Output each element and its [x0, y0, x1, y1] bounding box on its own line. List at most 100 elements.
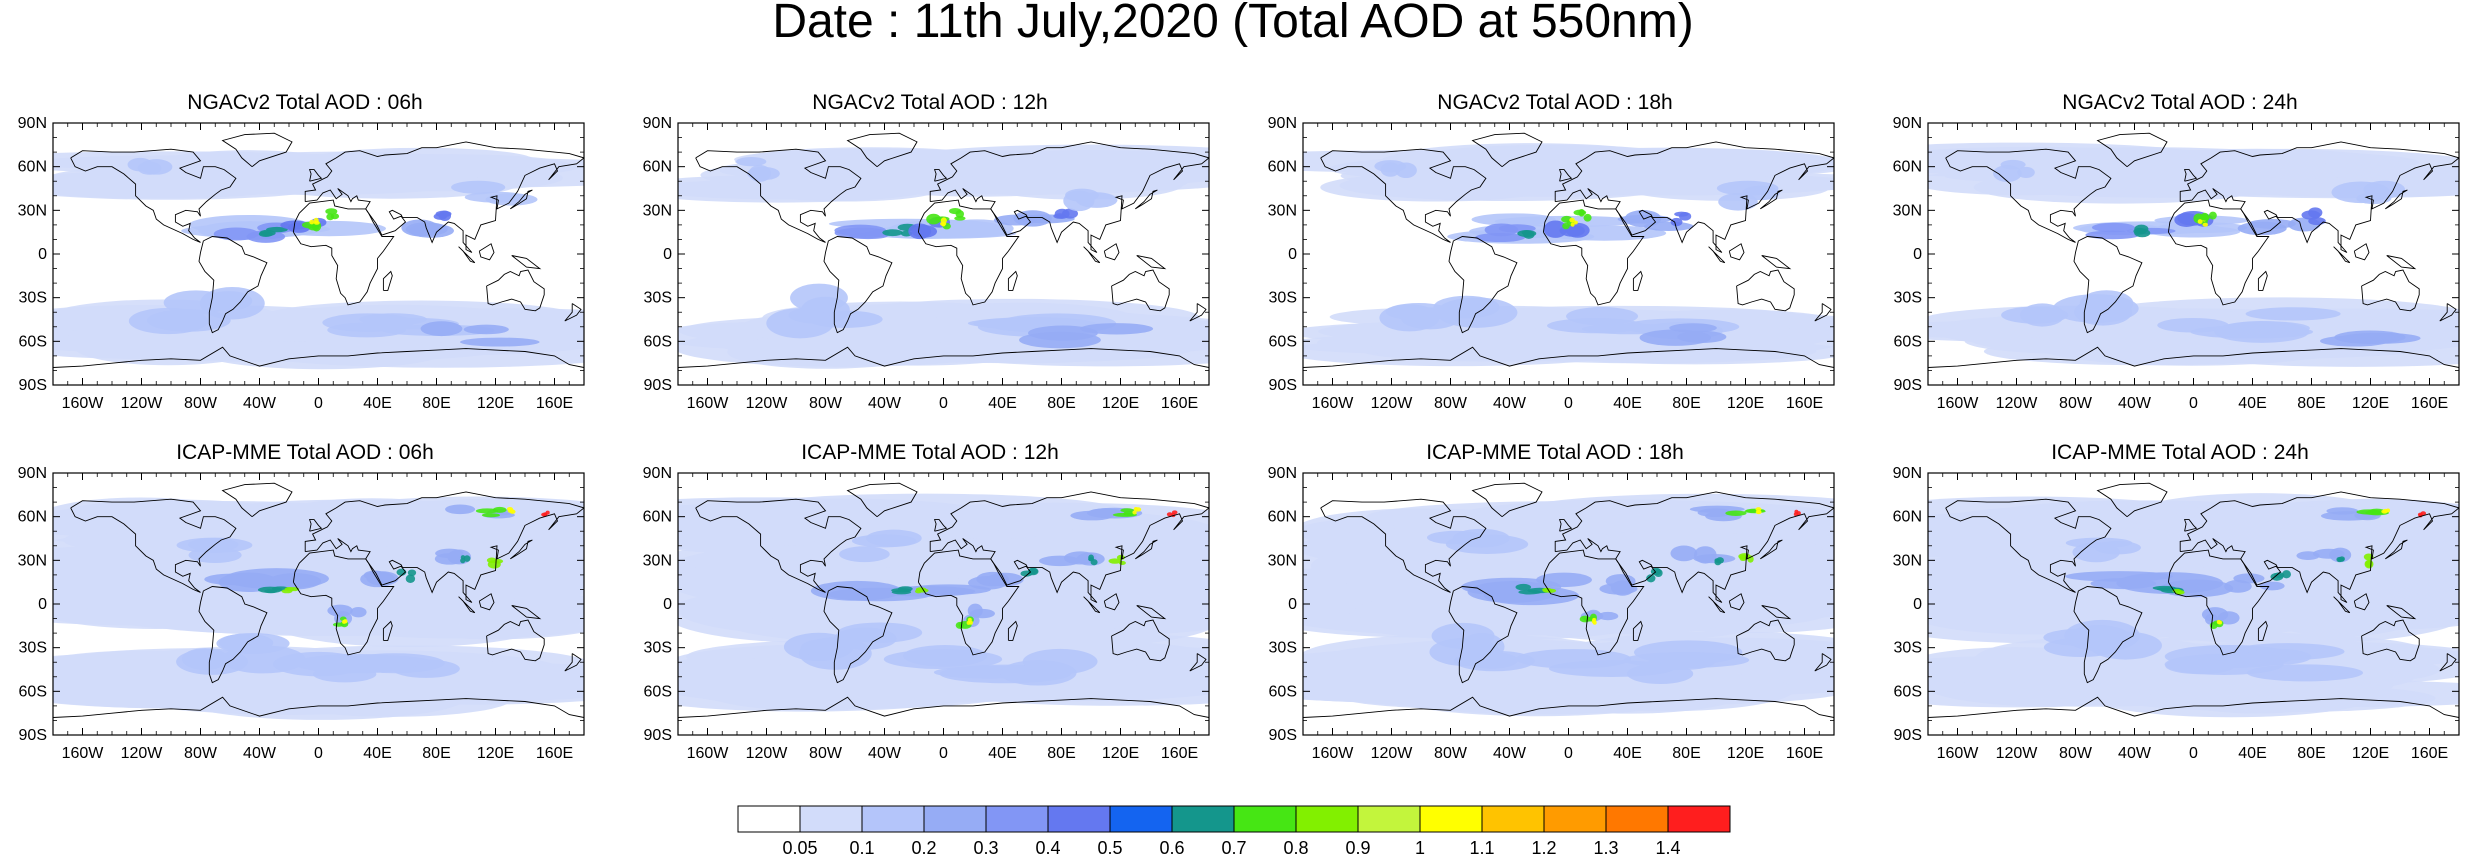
aod-patch [2233, 573, 2265, 584]
aod-patch [1166, 512, 1173, 517]
aod-patch [2157, 317, 2229, 333]
aod-patch [766, 308, 834, 339]
colorbar-label: 0.9 [1345, 838, 1370, 858]
lon-tick-label: 120W [1371, 395, 1414, 412]
aod-patch [1597, 611, 1619, 621]
coastline [929, 491, 1209, 603]
coastline [1554, 141, 1834, 253]
coastline [221, 132, 293, 168]
lon-tick-label: 0 [1564, 745, 1573, 762]
aod-patch [1465, 652, 1518, 669]
aod-patch [2339, 332, 2421, 344]
map-panel: NGACv2 Total AOD : 12h 90N 60N 30N 0 30S 60S 90… [630, 91, 1230, 425]
coastline [292, 199, 395, 306]
coastline [1708, 596, 1726, 614]
coastline [308, 169, 323, 182]
coastline [1448, 586, 1518, 684]
coastline [304, 491, 584, 603]
aod-patch [188, 547, 242, 563]
coastline [1736, 269, 1795, 312]
aod-patch [2282, 570, 2291, 579]
lat-tick-label: 0 [38, 246, 47, 263]
lon-tick-label: 40W [1493, 745, 1527, 762]
lon-tick-label: 160E [1161, 395, 1198, 412]
aod-patch [463, 555, 471, 562]
lat-tick-label: 30S [644, 640, 672, 657]
aod-patch [982, 169, 1184, 200]
coastline [478, 593, 495, 611]
aod-patch [736, 156, 767, 167]
coastline [2179, 491, 2459, 603]
aod-patch [2064, 619, 2140, 652]
coastline [2183, 169, 2198, 182]
lon-tick-label: 0 [939, 395, 948, 412]
lat-tick-label: 90S [1269, 727, 1297, 744]
aod-patch [969, 608, 995, 619]
lat-tick-label: 0 [38, 596, 47, 613]
lon-tick-label: 80W [184, 395, 218, 412]
map-plot: 90N 60N 30N 0 30S 60S 90S 160W 120W 80W 40W 0 40E 80E… [1893, 465, 2460, 762]
colorbar-label: 0.6 [1159, 838, 1184, 858]
aod-patch [204, 573, 261, 586]
aod-patch [834, 224, 887, 237]
aod-patch [908, 223, 932, 240]
colorbar-box [923, 805, 987, 833]
coastline [486, 619, 545, 662]
lon-tick-label: 120E [477, 395, 514, 412]
aod-patch [341, 619, 346, 624]
aod-patch [405, 574, 416, 583]
aod-patch [1570, 222, 1575, 227]
colorbar-box [1233, 805, 1297, 833]
aod-patch [326, 213, 335, 221]
aod-patch [2248, 218, 2296, 229]
coastline [510, 189, 533, 210]
coastline [1471, 482, 1543, 518]
colorbar-box [737, 805, 801, 833]
coastline [1558, 169, 1573, 182]
aod-patch [1716, 557, 1724, 564]
aod-patch [1569, 217, 1575, 223]
coastline [846, 482, 918, 518]
aod-patch [1547, 318, 1645, 334]
lon-tick-label: 120W [1996, 395, 2039, 412]
lon-tick-label: 40W [868, 745, 902, 762]
aod-patch [463, 324, 509, 335]
coastline [933, 519, 948, 532]
lon-tick-label: 160E [2411, 745, 2448, 762]
lat-tick-label: 0 [663, 596, 672, 613]
lon-tick-label: 120E [1102, 745, 1139, 762]
coastline [2385, 189, 2408, 210]
lat-tick-label: 60S [644, 683, 672, 700]
aod-patch [1019, 331, 1101, 349]
coastline [1111, 269, 1170, 312]
coastline [2183, 519, 2198, 532]
lat-tick-label: 30S [644, 290, 672, 307]
map-plot: 90N 60N 30N 0 30S 60S 90S 160W 120W 80W 40W 0 40E 80E… [643, 465, 1210, 762]
lat-tick-label: 90S [644, 727, 672, 744]
map-plot: 90N 60N 30N 0 30S 60S 90S 160W 120W 80W 40W 0 40E 80E… [1268, 115, 1835, 412]
lat-tick-label: 60N [18, 509, 47, 526]
aod-patch [1670, 545, 1698, 562]
aod-patch [2136, 676, 2392, 702]
coastline [1471, 132, 1543, 168]
coastline [917, 549, 1020, 656]
aod-patch [1573, 209, 1587, 216]
coastline [1945, 148, 2112, 243]
coastline [458, 596, 476, 614]
aod-patch [268, 573, 322, 590]
coastline [2385, 539, 2408, 560]
colorbar-box [1357, 805, 1421, 833]
colorbar-label: 0.7 [1221, 838, 1246, 858]
aod-patch [2296, 551, 2320, 561]
lon-tick-label: 120E [477, 745, 514, 762]
lon-tick-label: 40E [363, 745, 391, 762]
panel-title: ICAP-MME Total AOD : 18h [1426, 441, 1684, 464]
coastline [2167, 549, 2270, 656]
coastline [1542, 549, 1645, 656]
lat-tick-label: 90S [1269, 377, 1297, 394]
aod-patch [1070, 510, 1114, 521]
coastline [1632, 270, 1643, 291]
coastline [486, 269, 545, 312]
lon-tick-label: 80E [1672, 745, 1700, 762]
coastline [198, 236, 268, 334]
